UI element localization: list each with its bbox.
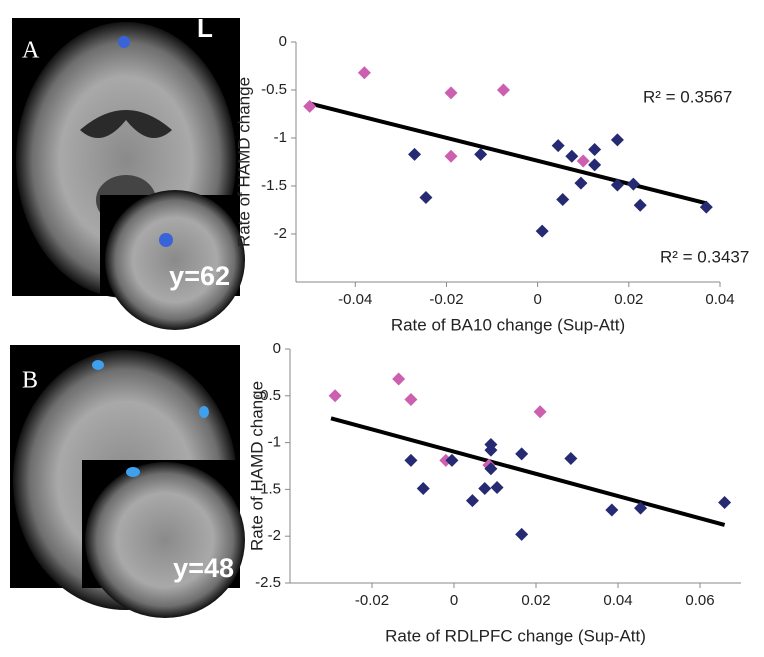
x-tick-label: -0.04 bbox=[338, 291, 372, 308]
panel-label: A bbox=[22, 38, 40, 64]
brain-image-a: A L y=62 bbox=[12, 13, 245, 330]
point bbox=[536, 225, 549, 238]
point bbox=[627, 178, 640, 191]
point bbox=[445, 86, 458, 99]
point bbox=[466, 494, 479, 507]
y-axis-title: Rate of HAMD change bbox=[234, 77, 253, 247]
r-squared: R² = 0.3437 bbox=[660, 247, 749, 266]
point bbox=[497, 84, 510, 97]
point bbox=[605, 503, 618, 516]
y-tick-label: -2.5 bbox=[255, 574, 281, 591]
point bbox=[329, 389, 342, 402]
point bbox=[718, 496, 731, 509]
point bbox=[565, 150, 578, 163]
x-tick-label: 0.04 bbox=[705, 291, 734, 308]
point bbox=[478, 482, 491, 495]
y-tick-label: -2 bbox=[274, 225, 287, 242]
point bbox=[577, 155, 590, 168]
slice-label: y=48 bbox=[173, 553, 234, 583]
point bbox=[515, 447, 528, 460]
x-axis-title: Rate of BA10 change (Sup-Att) bbox=[391, 315, 625, 334]
point bbox=[417, 482, 430, 495]
point bbox=[588, 158, 601, 171]
point bbox=[534, 405, 547, 418]
point bbox=[552, 139, 565, 152]
y-axis-title: Rate of HAMD change bbox=[247, 381, 266, 551]
point bbox=[358, 66, 371, 79]
point bbox=[404, 454, 417, 467]
y-tick-label: 0 bbox=[273, 340, 281, 357]
point bbox=[588, 143, 601, 156]
y-tick-label: -0.5 bbox=[261, 81, 287, 98]
x-tick-label: -0.02 bbox=[355, 592, 389, 609]
point bbox=[556, 193, 569, 206]
x-tick-label: 0.06 bbox=[685, 592, 714, 609]
point bbox=[634, 199, 647, 212]
point bbox=[419, 191, 432, 204]
x-tick-label: -0.02 bbox=[429, 291, 463, 308]
x-tick-label: 0.02 bbox=[521, 592, 550, 609]
point bbox=[404, 393, 417, 406]
r-squared: R² = 0.3567 bbox=[643, 87, 732, 106]
side-label: L bbox=[197, 13, 213, 43]
point bbox=[303, 100, 316, 113]
figure: A L y=62 B y=48 0 -0.5 -1 -1.5 -2 -0.04 -0.02 0… bbox=[0, 0, 764, 652]
point bbox=[408, 148, 421, 161]
point bbox=[564, 452, 577, 465]
point bbox=[515, 528, 528, 541]
trend-line bbox=[331, 418, 725, 525]
x-tick-label: 0.04 bbox=[603, 592, 632, 609]
y-tick-label: -1.5 bbox=[261, 177, 287, 194]
trend-line bbox=[310, 103, 707, 203]
point bbox=[445, 150, 458, 163]
x-axis-title: Rate of RDLPFC change (Sup-Att) bbox=[385, 626, 646, 645]
y-tick-label: -1 bbox=[268, 434, 281, 451]
panel-label: B bbox=[22, 368, 38, 394]
x-tick-label: 0 bbox=[533, 291, 541, 308]
brain-image-b: B y=48 bbox=[10, 345, 245, 618]
point bbox=[611, 133, 624, 146]
x-tick-label: 0.02 bbox=[614, 291, 643, 308]
y-tick-label: -1 bbox=[274, 129, 287, 146]
point bbox=[491, 481, 504, 494]
point bbox=[474, 148, 487, 161]
y-tick-label: 0 bbox=[279, 33, 287, 50]
y-tick-label: -2 bbox=[268, 527, 281, 544]
point bbox=[392, 372, 405, 385]
slice-label: y=62 bbox=[169, 261, 230, 291]
point bbox=[574, 177, 587, 190]
x-tick-label: 0 bbox=[450, 592, 458, 609]
